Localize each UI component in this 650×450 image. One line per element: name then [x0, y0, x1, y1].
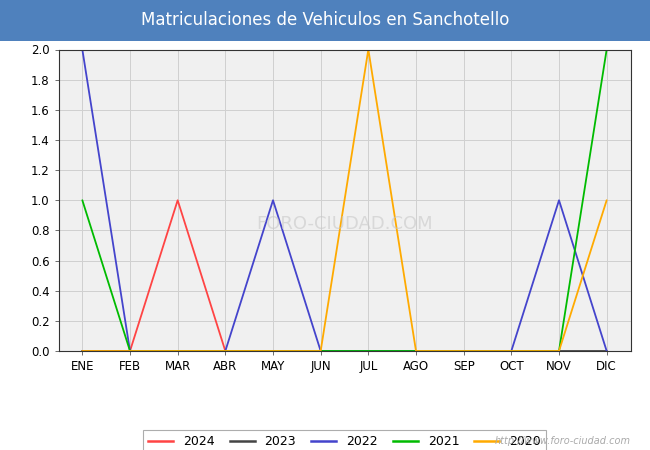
2021 [603, 47, 610, 52]
2022 [460, 348, 467, 354]
2020 [555, 348, 563, 354]
2021 [126, 348, 134, 354]
2024 [269, 348, 277, 354]
2021 [269, 348, 277, 354]
2020 [269, 348, 277, 354]
2023 [412, 348, 420, 354]
2024 [79, 348, 86, 354]
2021 [317, 348, 324, 354]
2024 [126, 348, 134, 354]
2022 [555, 198, 563, 203]
2022 [174, 348, 181, 354]
2022 [222, 348, 229, 354]
2022 [508, 348, 515, 354]
2022 [317, 348, 324, 354]
2020 [412, 348, 420, 354]
2023 [603, 348, 610, 354]
2022 [412, 348, 420, 354]
2023 [222, 348, 229, 354]
2023 [460, 348, 467, 354]
2023 [508, 348, 515, 354]
2020 [317, 348, 324, 354]
2022 [269, 198, 277, 203]
2021 [555, 348, 563, 354]
2022 [126, 348, 134, 354]
2020 [508, 348, 515, 354]
2020 [460, 348, 467, 354]
2020 [126, 348, 134, 354]
2021 [79, 198, 86, 203]
2023 [365, 348, 372, 354]
2021 [365, 348, 372, 354]
Line: 2020: 2020 [83, 50, 606, 351]
2023 [269, 348, 277, 354]
2022 [603, 348, 610, 354]
2020 [603, 198, 610, 203]
2022 [365, 348, 372, 354]
Line: 2022: 2022 [83, 50, 606, 351]
2024 [174, 198, 181, 203]
2021 [174, 348, 181, 354]
2023 [79, 348, 86, 354]
2020 [174, 348, 181, 354]
Text: Matriculaciones de Vehiculos en Sanchotello: Matriculaciones de Vehiculos en Sanchote… [141, 11, 509, 29]
2023 [174, 348, 181, 354]
2020 [79, 348, 86, 354]
2021 [460, 348, 467, 354]
Text: FORO-CIUDAD.COM: FORO-CIUDAD.COM [256, 216, 433, 234]
2020 [365, 47, 372, 52]
Line: 2021: 2021 [83, 50, 606, 351]
2021 [508, 348, 515, 354]
2021 [412, 348, 420, 354]
2022 [79, 47, 86, 52]
2023 [555, 348, 563, 354]
Line: 2024: 2024 [83, 200, 273, 351]
Legend: 2024, 2023, 2022, 2021, 2020: 2024, 2023, 2022, 2021, 2020 [143, 430, 546, 450]
2020 [222, 348, 229, 354]
2023 [317, 348, 324, 354]
2024 [222, 348, 229, 354]
2021 [222, 348, 229, 354]
2023 [126, 348, 134, 354]
Text: http://www.foro-ciudad.com: http://www.foro-ciudad.com [495, 436, 630, 446]
